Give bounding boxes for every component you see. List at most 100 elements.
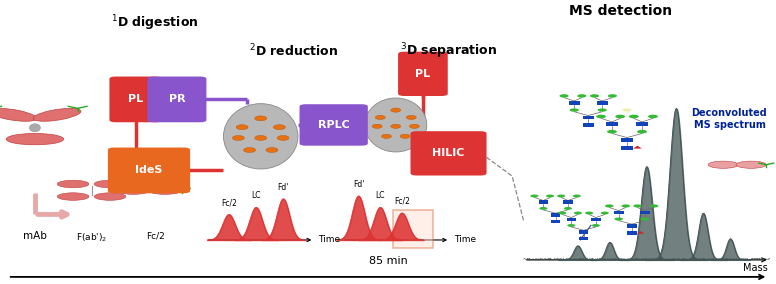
Ellipse shape (277, 135, 289, 140)
Ellipse shape (94, 180, 126, 188)
Ellipse shape (57, 180, 89, 188)
Polygon shape (622, 146, 632, 150)
Ellipse shape (376, 115, 385, 120)
Polygon shape (639, 211, 650, 214)
Text: $^3$D separation: $^3$D separation (400, 41, 497, 61)
Polygon shape (614, 211, 624, 214)
Ellipse shape (637, 130, 647, 133)
Ellipse shape (266, 148, 278, 153)
Ellipse shape (29, 124, 40, 132)
Ellipse shape (273, 125, 286, 130)
Ellipse shape (407, 115, 416, 120)
FancyBboxPatch shape (411, 131, 487, 176)
Ellipse shape (622, 204, 630, 208)
Polygon shape (633, 146, 642, 149)
Ellipse shape (577, 94, 587, 98)
FancyBboxPatch shape (109, 77, 162, 122)
Ellipse shape (564, 207, 572, 210)
Ellipse shape (255, 116, 267, 121)
Ellipse shape (640, 218, 649, 221)
Text: Mass: Mass (743, 263, 768, 273)
Ellipse shape (391, 108, 400, 112)
Text: IdeS: IdeS (135, 165, 163, 176)
Ellipse shape (648, 115, 658, 118)
Text: LC: LC (251, 191, 261, 200)
Text: Fc/2: Fc/2 (146, 231, 165, 241)
Ellipse shape (708, 161, 739, 168)
Ellipse shape (116, 186, 151, 194)
Ellipse shape (33, 108, 81, 121)
Text: Fd': Fd' (278, 183, 289, 192)
Text: PL: PL (128, 94, 144, 105)
FancyBboxPatch shape (393, 210, 433, 248)
Ellipse shape (244, 148, 255, 153)
Text: F(ab')$_2$: F(ab')$_2$ (76, 231, 107, 244)
FancyBboxPatch shape (147, 77, 206, 122)
FancyBboxPatch shape (398, 52, 448, 96)
Ellipse shape (573, 195, 581, 197)
Ellipse shape (567, 224, 575, 227)
Ellipse shape (410, 124, 419, 128)
Ellipse shape (391, 124, 400, 128)
Ellipse shape (622, 108, 632, 112)
Polygon shape (579, 237, 588, 240)
Text: mAb: mAb (23, 231, 47, 241)
Ellipse shape (574, 212, 582, 214)
Ellipse shape (558, 212, 566, 214)
Polygon shape (579, 230, 588, 234)
Ellipse shape (607, 130, 617, 133)
Text: MS detection: MS detection (570, 4, 672, 18)
Ellipse shape (255, 135, 267, 140)
Ellipse shape (365, 98, 427, 152)
Ellipse shape (6, 133, 64, 145)
Polygon shape (637, 231, 645, 234)
Polygon shape (583, 116, 594, 120)
Ellipse shape (400, 134, 410, 138)
Ellipse shape (633, 204, 642, 208)
Text: HILIC: HILIC (432, 148, 465, 158)
Polygon shape (539, 201, 548, 204)
Text: Time: Time (318, 235, 341, 245)
Ellipse shape (94, 193, 126, 200)
Ellipse shape (650, 204, 658, 208)
Ellipse shape (585, 212, 593, 214)
Ellipse shape (236, 125, 248, 130)
Ellipse shape (598, 108, 607, 112)
Polygon shape (569, 101, 580, 105)
Polygon shape (563, 201, 573, 204)
Ellipse shape (530, 195, 539, 197)
Ellipse shape (590, 94, 599, 98)
Ellipse shape (382, 134, 391, 138)
Text: $^2$D reduction: $^2$D reduction (248, 43, 338, 59)
Text: Time: Time (454, 235, 476, 245)
Ellipse shape (615, 218, 623, 221)
Polygon shape (583, 123, 594, 127)
Text: PL: PL (415, 69, 431, 79)
Text: LC: LC (376, 191, 385, 200)
Text: PR: PR (168, 94, 185, 105)
Ellipse shape (147, 186, 182, 194)
FancyBboxPatch shape (300, 104, 368, 146)
Polygon shape (627, 224, 636, 228)
Ellipse shape (596, 115, 606, 118)
Polygon shape (627, 231, 636, 235)
Ellipse shape (736, 161, 767, 168)
Ellipse shape (372, 124, 382, 128)
Polygon shape (636, 122, 648, 126)
Polygon shape (597, 101, 608, 105)
Ellipse shape (223, 104, 298, 169)
Polygon shape (566, 218, 576, 221)
Polygon shape (551, 220, 560, 223)
Ellipse shape (539, 207, 547, 210)
Ellipse shape (629, 115, 639, 118)
Ellipse shape (57, 193, 89, 200)
Text: RPLC: RPLC (318, 120, 349, 130)
Text: $^1$D digestion: $^1$D digestion (112, 13, 199, 33)
Ellipse shape (615, 115, 625, 118)
Polygon shape (551, 213, 560, 217)
FancyBboxPatch shape (108, 148, 190, 193)
Text: 85 min: 85 min (369, 256, 407, 266)
Ellipse shape (570, 108, 579, 112)
Text: Fc/2: Fc/2 (221, 198, 237, 207)
Ellipse shape (605, 204, 614, 208)
